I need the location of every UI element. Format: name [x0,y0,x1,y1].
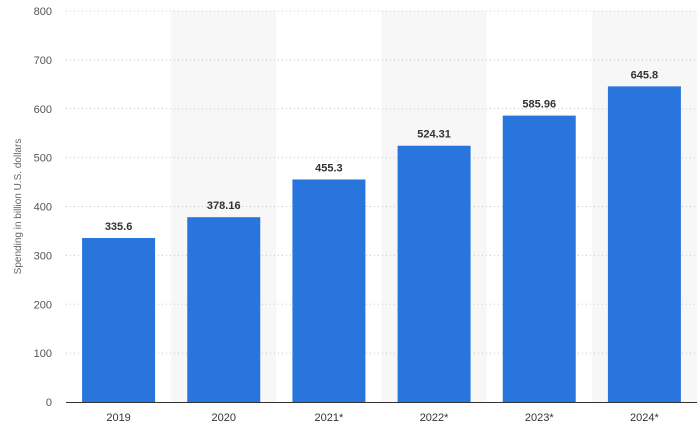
x-category-label: 2021* [315,412,344,424]
y-axis-title: Spending in billion U.S. dollars [13,139,24,275]
x-category-label: 2019 [106,412,130,424]
bar[interactable] [292,179,366,402]
data-label: 524.31 [417,129,451,141]
y-tick-label: 800 [34,6,52,18]
data-label: 455.3 [315,162,343,174]
data-labels: 335.6 378.16 455.3 524.31 585.96 645.8 [105,69,658,233]
y-tick-label: 400 [34,202,52,214]
y-axis-ticks: 0 100 200 300 400 500 600 700 800 [34,6,52,409]
y-tick-label: 300 [34,250,52,262]
y-tick-label: 200 [34,299,52,311]
bar[interactable] [82,237,156,402]
data-label: 585.96 [522,99,556,111]
bar[interactable] [187,217,261,402]
bar[interactable] [502,115,576,402]
data-label: 645.8 [631,69,659,81]
bars [82,86,681,403]
x-category-label: 2022* [420,412,449,424]
y-tick-label: 0 [46,397,52,409]
x-category-label: 2023* [525,412,554,424]
x-axis-categories: 2019 2020 2021* 2022* 2023* 2024* [106,412,659,424]
y-tick-label: 700 [34,55,52,67]
data-label: 335.6 [105,221,133,233]
x-category-label: 2020 [212,412,236,424]
bar[interactable] [607,86,681,403]
data-label: 378.16 [207,200,241,212]
y-tick-label: 600 [34,104,52,116]
x-category-label: 2024* [630,412,659,424]
bar[interactable] [397,145,471,403]
y-tick-label: 500 [34,153,52,165]
y-tick-label: 100 [34,348,52,360]
